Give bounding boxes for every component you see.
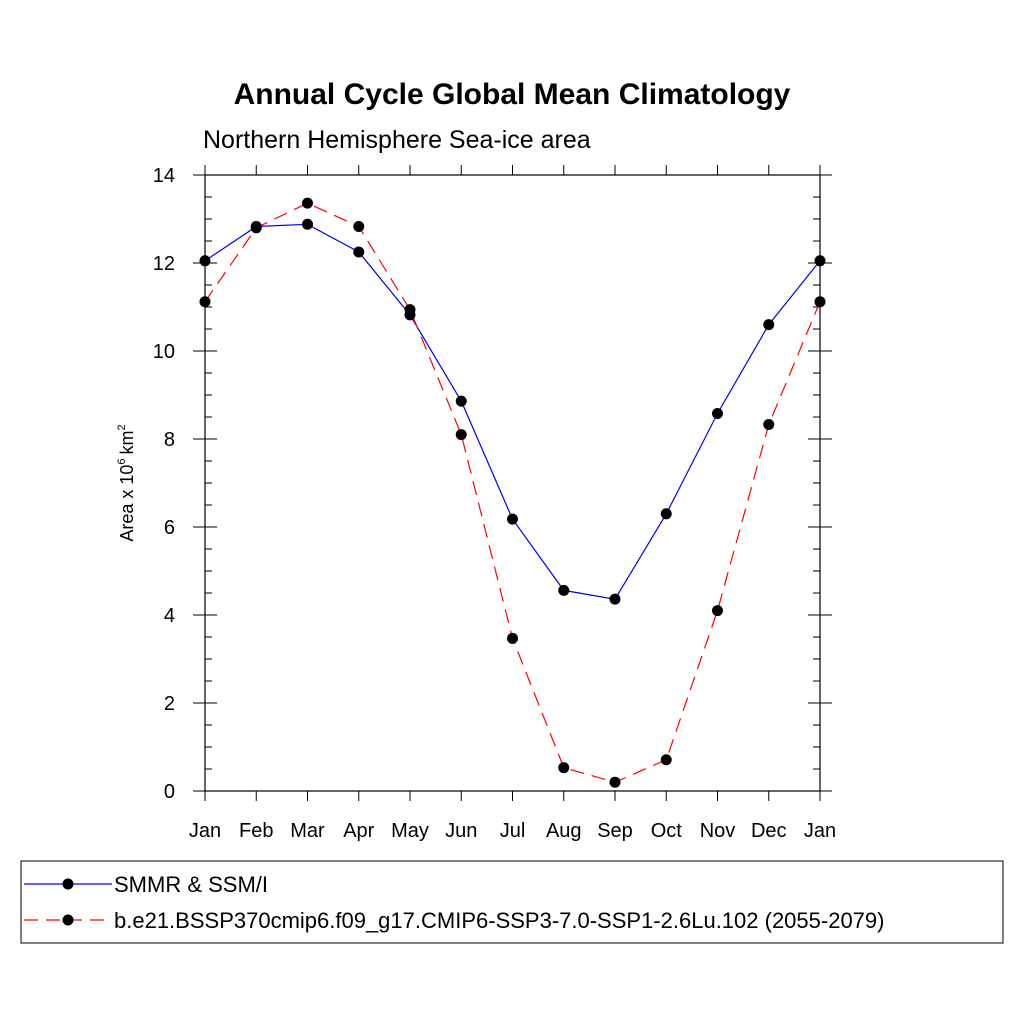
legend-marker-1 bbox=[62, 878, 74, 890]
y-tick-label: 12 bbox=[153, 253, 175, 275]
x-tick-label: Nov bbox=[700, 820, 736, 842]
series-2-point bbox=[507, 632, 518, 644]
y-tick-label: 2 bbox=[164, 693, 175, 715]
series-2-point bbox=[763, 418, 775, 430]
y-axis: 0 2 4 6 8 10 12 14 bbox=[153, 165, 832, 803]
y-tick-label: 10 bbox=[153, 341, 175, 363]
y-tick-label: 6 bbox=[164, 517, 175, 539]
x-tick-label: Jun bbox=[445, 820, 477, 842]
series-1-point bbox=[353, 246, 365, 258]
chart-subtitle: Northern Hemisphere Sea-ice area bbox=[203, 126, 591, 154]
legend: SMMR & SSM/I b.e21.BSSP370cmip6.f09_g17.C… bbox=[24, 872, 884, 933]
series-1-point bbox=[455, 395, 467, 407]
series-2-point bbox=[199, 296, 211, 308]
series-2-point bbox=[455, 429, 467, 441]
chart-title: Annual Cycle Global Mean Climatology bbox=[234, 78, 791, 111]
series-2-point bbox=[250, 222, 262, 234]
x-tick-label: Oct bbox=[651, 820, 683, 842]
legend-label-2: b.e21.BSSP370cmip6.f09_g17.CMIP6-SSP3-7.… bbox=[114, 908, 884, 933]
x-tick-label: Dec bbox=[751, 820, 787, 842]
series-1-point bbox=[507, 513, 518, 525]
series-1-point bbox=[763, 319, 775, 331]
series-1-point bbox=[609, 593, 621, 605]
legend-marker-2 bbox=[62, 914, 74, 926]
series-2-point bbox=[814, 296, 826, 308]
y-tick-label: 8 bbox=[164, 429, 175, 451]
x-tick-label: Sep bbox=[597, 820, 633, 842]
series-1-point bbox=[660, 508, 672, 520]
plot-frame bbox=[204, 174, 821, 792]
series-1-point bbox=[199, 255, 211, 267]
x-tick-label: Jan bbox=[804, 820, 836, 842]
y-tick-label: 4 bbox=[164, 605, 175, 627]
series-2-point bbox=[558, 762, 570, 774]
series-line-1 bbox=[204, 223, 821, 600]
x-tick-label: Jan bbox=[189, 820, 221, 842]
series-1-point bbox=[558, 584, 570, 596]
x-tick-label: Jul bbox=[500, 820, 526, 842]
x-tick-label: Apr bbox=[343, 820, 374, 842]
series-2-point bbox=[712, 605, 723, 617]
x-tick-label: May bbox=[391, 820, 429, 842]
y-tick-label: 14 bbox=[153, 165, 175, 187]
series-line-2 bbox=[204, 202, 821, 783]
series-1-point bbox=[712, 407, 723, 419]
legend-label-1: SMMR & SSM/I bbox=[114, 872, 268, 897]
series-2-point bbox=[353, 220, 365, 232]
y-axis-label: Area x 106km2 bbox=[116, 424, 137, 541]
series-2-point bbox=[609, 776, 621, 788]
series-2-point bbox=[404, 304, 416, 316]
x-tick-label: Aug bbox=[546, 820, 582, 842]
series-2-point bbox=[660, 754, 672, 766]
series-1-point bbox=[814, 255, 826, 267]
series-layer bbox=[199, 197, 826, 788]
x-axis: Jan Feb Mar Apr May Jun Jul Aug Sep Oct Nov Dec Jan bbox=[189, 165, 836, 842]
legend-box bbox=[20, 860, 1004, 944]
x-tick-label: Feb bbox=[239, 820, 273, 842]
y-tick-label: 0 bbox=[164, 781, 175, 803]
x-tick-label: Mar bbox=[290, 820, 325, 842]
series-2-point bbox=[302, 197, 313, 209]
series-1-point bbox=[302, 218, 313, 230]
